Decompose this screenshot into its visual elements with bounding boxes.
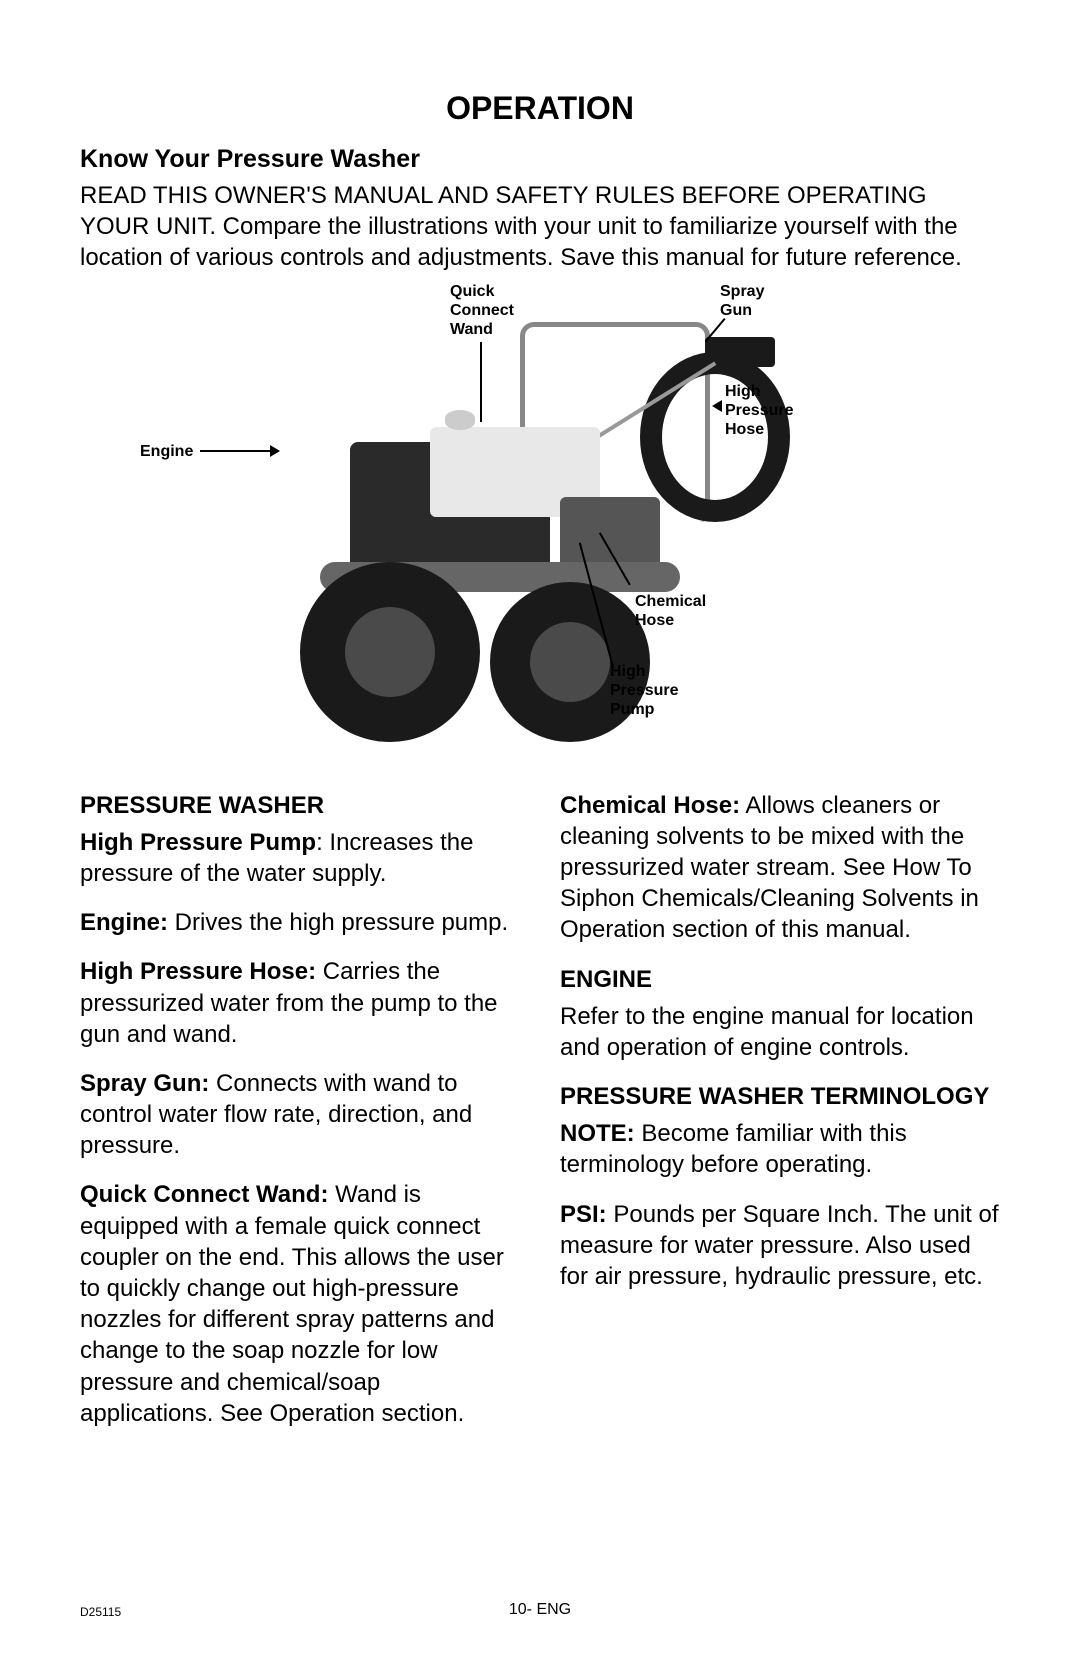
def-psi: PSI: Pounds per Square Inch. The unit of… — [560, 1199, 1000, 1293]
footer-page-number: 10- ENG — [0, 1601, 1080, 1619]
left-column: PRESSURE WASHER High Pressure Pump: Incr… — [80, 782, 520, 1447]
page-title: OPERATION — [80, 90, 1000, 127]
def-engine: Engine: Drives the high pressure pump. — [80, 907, 520, 938]
note-paragraph: NOTE: Become familiar with this terminol… — [560, 1118, 1000, 1180]
pressure-washer-diagram: Engine Quick Connect Wand Spray Gun High… — [80, 282, 1000, 762]
right-column: Chemical Hose: Allows cleaners or cleani… — [560, 782, 1000, 1447]
label-spray-gun: Spray Gun — [720, 282, 764, 320]
label-engine: Engine — [140, 442, 193, 461]
label-chemical-hose: Chemical Hose — [635, 592, 706, 630]
heading-terminology: PRESSURE WASHER TERMINOLOGY — [560, 1081, 1000, 1112]
intro-paragraph: READ THIS OWNER'S MANUAL AND SAFETY RULE… — [80, 180, 1000, 274]
content-columns: PRESSURE WASHER High Pressure Pump: Incr… — [80, 782, 1000, 1447]
heading-pressure-washer: PRESSURE WASHER — [80, 790, 520, 821]
label-high-pressure-hose: High Pressure Hose — [725, 382, 794, 440]
def-spray-gun: Spray Gun: Connects with wand to control… — [80, 1068, 520, 1162]
label-high-pressure-pump: High Pressure Pump — [610, 662, 679, 720]
label-quick-connect-wand: Quick Connect Wand — [450, 282, 514, 340]
def-quick-connect-wand: Quick Connect Wand: Wand is equipped wit… — [80, 1179, 520, 1429]
def-high-pressure-pump: High Pressure Pump: Increases the pressu… — [80, 827, 520, 889]
heading-engine: ENGINE — [560, 964, 1000, 995]
section-subtitle: Know Your Pressure Washer — [80, 145, 1000, 174]
engine-paragraph: Refer to the engine manual for location … — [560, 1001, 1000, 1063]
machine-illustration — [290, 322, 790, 742]
def-high-pressure-hose: High Pressure Hose: Carries the pressuri… — [80, 956, 520, 1050]
def-chemical-hose: Chemical Hose: Allows cleaners or cleani… — [560, 790, 1000, 946]
